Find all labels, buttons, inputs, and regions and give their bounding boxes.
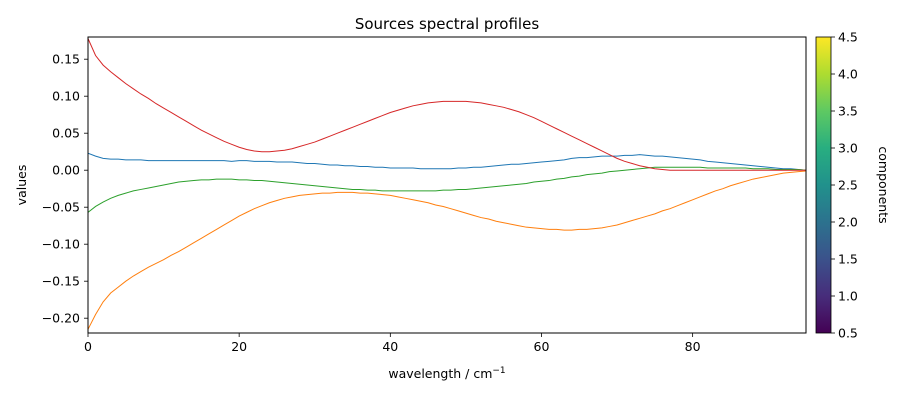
- x-tick-label: 60: [534, 339, 550, 354]
- x-axis-label-text: wavelength / cm: [388, 366, 492, 381]
- plot-frame: [87, 36, 807, 334]
- y-tick-label: −0.05: [42, 200, 80, 215]
- y-axis-label: values: [14, 165, 29, 206]
- colorbar-label: components: [876, 146, 891, 223]
- colorbar-tick-label: 4.5: [838, 30, 858, 45]
- colorbar: [815, 36, 832, 334]
- series-line-2: [88, 170, 806, 330]
- colorbar-tick-label: 3.0: [838, 141, 858, 156]
- x-tick-label: 20: [231, 339, 247, 354]
- colorbar-tick-label: 2.5: [838, 178, 858, 193]
- y-axis: −0.20 −0.15 −0.10 −0.05 0.00 0.05 0.10 0.15: [42, 52, 88, 326]
- y-tick-label: −0.15: [42, 274, 80, 289]
- y-tick-label: 0.10: [52, 89, 80, 104]
- colorbar-tick-label: 3.5: [838, 104, 858, 119]
- chart-title: Sources spectral profiles: [355, 15, 539, 33]
- x-axis-label-superscript: −1: [492, 366, 505, 376]
- y-tick-label: −0.20: [42, 311, 80, 326]
- x-tick-label: 80: [685, 339, 701, 354]
- y-tick-label: 0.00: [52, 163, 80, 178]
- series-line-1: [88, 152, 806, 171]
- series-line-4: [88, 38, 806, 171]
- colorbar-ticks: 0.5 1.0 1.5 2.0 2.5 3.0 3.5 4.0 4.5: [831, 30, 858, 341]
- colorbar-tick-label: 1.0: [838, 289, 858, 304]
- colorbar-tick-label: 2.0: [838, 215, 858, 230]
- x-tick-label: 40: [382, 339, 398, 354]
- colorbar-tick-label: 0.5: [838, 326, 858, 341]
- series-line-3: [88, 166, 806, 213]
- y-tick-label: −0.10: [42, 237, 80, 252]
- x-axis: 0 20 40 60 80: [84, 333, 701, 354]
- colorbar-tick-label: 1.5: [838, 252, 858, 267]
- x-tick-label: 0: [84, 339, 92, 354]
- y-tick-label: 0.05: [52, 126, 80, 141]
- series-layer: [88, 38, 806, 330]
- x-axis-label: wavelength / cm−1: [388, 366, 505, 381]
- colorbar-tick-label: 4.0: [838, 67, 858, 82]
- y-tick-label: 0.15: [52, 52, 80, 67]
